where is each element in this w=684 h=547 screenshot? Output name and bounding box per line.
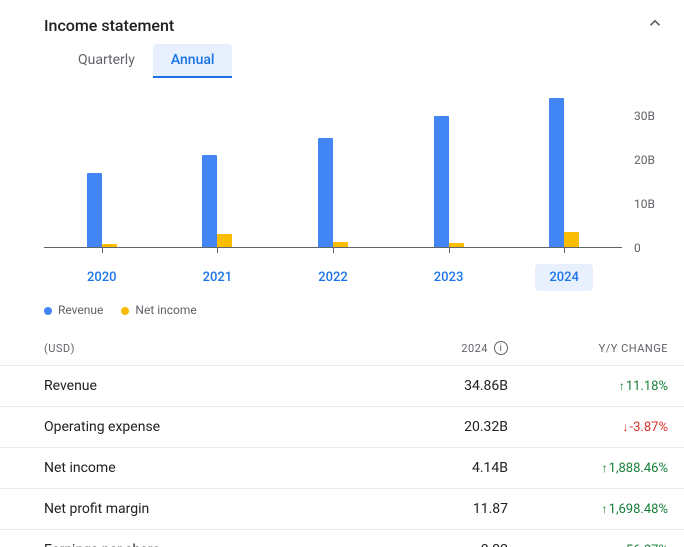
x-tick [564,247,565,253]
legend-swatch [44,307,52,315]
net_income-bar [102,244,117,247]
y-tick-label: 0 [634,241,641,255]
metric-value: 8.22 [368,542,508,547]
x-tick [102,247,103,253]
revenue-bar [549,98,564,247]
legend-item[interactable]: Net income [121,303,196,317]
year-column-header: 2024 i [368,341,508,355]
bar-group[interactable] [50,94,154,247]
metric-label: Earnings per share [44,542,368,547]
net_income-bar [333,242,348,247]
metric-change: ↑56.87% [508,543,668,547]
legend-swatch [121,307,129,315]
bar-group[interactable] [512,94,616,247]
tab-quarterly[interactable]: Quarterly [60,44,153,78]
metric-change: ↑11.18% [508,379,668,394]
chart-plot-area [44,94,622,248]
metric-change: ↑1,698.48% [508,502,668,517]
metric-value: 20.32B [368,419,508,435]
legend-item[interactable]: Revenue [44,303,103,317]
year-button[interactable]: 2022 [304,264,362,291]
period-tabs: Quarterly Annual [0,44,684,78]
change-column-header: Y/Y CHANGE [508,342,668,355]
bar-group[interactable] [165,94,269,247]
currency-label: (USD) [44,342,368,355]
bar-chart: 30B20B10B0 [0,78,684,248]
metric-label: Net income [44,460,368,476]
y-tick-label: 30B [634,109,655,123]
card-header: Income statement [0,0,684,44]
table-header: (USD) 2024 i Y/Y CHANGE [0,331,684,366]
bar-group[interactable] [281,94,385,247]
metric-value: 4.14B [368,460,508,476]
revenue-bar [87,173,102,247]
x-tick [449,247,450,253]
x-tick [217,247,218,253]
x-tick [333,247,334,253]
table-row[interactable]: Net profit margin11.87↑1,698.48% [0,489,684,530]
metric-label: Operating expense [44,419,368,435]
bar-group[interactable] [397,94,501,247]
metric-value: 34.86B [368,378,508,394]
y-tick-label: 10B [634,197,655,211]
chart-legend: Revenue Net income [0,291,684,331]
metric-change: ↑1,888.46% [508,461,668,476]
table-row[interactable]: Net income4.14B↑1,888.46% [0,448,684,489]
revenue-bar [202,155,217,247]
y-tick-label: 20B [634,153,655,167]
net_income-bar [564,232,579,247]
metric-value: 11.87 [368,501,508,517]
table-row[interactable]: Operating expense20.32B↓-3.87% [0,407,684,448]
collapse-icon[interactable] [646,14,664,36]
year-button[interactable]: 2021 [189,264,247,291]
income-statement-card: Income statement Quarterly Annual 30B 20B… [0,0,684,547]
x-axis-years: 2020 2021 2022 2023 2024 [0,248,684,291]
card-title: Income statement [44,16,174,35]
metric-label: Net profit margin [44,501,368,517]
legend-label: Revenue [58,303,103,317]
legend-label: Net income [135,303,196,317]
net_income-bar [217,234,232,247]
revenue-bar [318,138,333,247]
year-button[interactable]: 2024 [535,264,593,291]
table-row[interactable]: Earnings per share8.22↑56.87% [0,530,684,547]
revenue-bar [434,116,449,247]
metric-change: ↓-3.87% [508,420,668,435]
info-icon[interactable]: i [494,341,508,355]
table-row[interactable]: Revenue34.86B↑11.18% [0,366,684,407]
metric-label: Revenue [44,378,368,394]
y-axis: 30B20B10B0 [622,94,664,248]
year-button[interactable]: 2023 [420,264,478,291]
table-body: Revenue34.86B↑11.18%Operating expense20.… [0,366,684,547]
net_income-bar [449,243,464,247]
year-button[interactable]: 2020 [73,264,131,291]
tab-annual[interactable]: Annual [153,44,233,78]
